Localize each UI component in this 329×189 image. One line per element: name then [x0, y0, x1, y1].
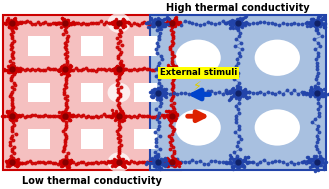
Text: External stimuli: External stimuli	[160, 68, 237, 77]
Bar	[3, 15, 181, 170]
Ellipse shape	[175, 40, 221, 76]
Bar	[28, 83, 50, 102]
Ellipse shape	[108, 152, 130, 172]
Text: Low thermal conductivity: Low thermal conductivity	[22, 176, 162, 186]
Bar	[81, 129, 103, 149]
Text: High thermal conductivity: High thermal conductivity	[166, 3, 310, 13]
Bar	[81, 36, 103, 56]
Ellipse shape	[108, 13, 130, 33]
Bar	[134, 36, 157, 56]
Ellipse shape	[175, 109, 221, 146]
Ellipse shape	[108, 83, 130, 103]
Bar	[150, 15, 326, 170]
Bar	[28, 36, 50, 56]
Bar	[134, 83, 157, 102]
Ellipse shape	[255, 109, 300, 146]
Ellipse shape	[226, 187, 249, 189]
Bar	[28, 129, 50, 149]
Bar	[134, 129, 157, 149]
Text: ⚡: ⚡	[193, 80, 202, 92]
Ellipse shape	[147, 187, 170, 189]
Ellipse shape	[306, 187, 328, 189]
Ellipse shape	[255, 40, 300, 76]
Bar	[81, 83, 103, 102]
